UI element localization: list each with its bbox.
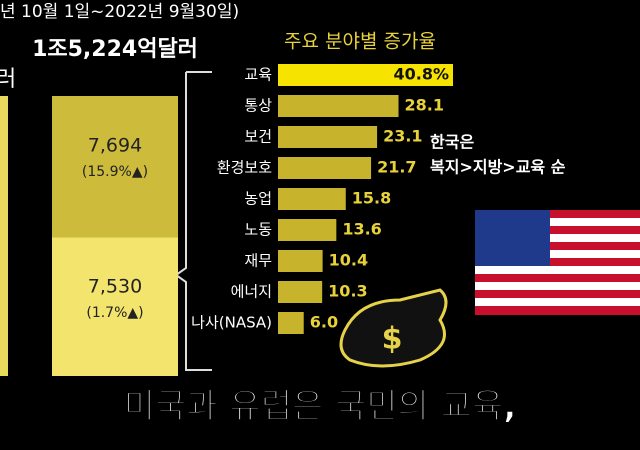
segment-value: 7,694 bbox=[88, 135, 142, 157]
category-label: 환경보호 bbox=[217, 159, 272, 177]
category-label: 농업 bbox=[244, 190, 272, 208]
period: 년 10월 1일~2022년 9월30일) bbox=[0, 2, 239, 22]
bar bbox=[278, 188, 346, 210]
category-label: 교육 bbox=[244, 66, 272, 84]
bar-chart-title: 주요 분야별 증가율 bbox=[284, 31, 436, 53]
segment-value: 7,530 bbox=[88, 275, 142, 297]
value-label: 15.8 bbox=[352, 189, 391, 208]
value-label: 28.1 bbox=[405, 96, 444, 115]
bar bbox=[278, 157, 372, 179]
bar bbox=[278, 281, 323, 303]
column-segment bbox=[52, 96, 178, 238]
bar bbox=[278, 126, 378, 148]
us-flag bbox=[475, 210, 640, 315]
value-label: 6.0 bbox=[310, 313, 338, 332]
bar bbox=[278, 95, 399, 117]
segment-change: (15.9%▲) bbox=[82, 164, 148, 180]
segment-change: (1.7%▲) bbox=[86, 305, 143, 321]
value-label: 10.3 bbox=[328, 282, 367, 301]
svg-text:$: $ bbox=[382, 322, 403, 357]
column-segment bbox=[52, 237, 178, 376]
value-label: 23.1 bbox=[383, 127, 422, 146]
bar bbox=[278, 250, 323, 272]
category-label: 보건 bbox=[244, 128, 272, 146]
annotation-line: 한국은 bbox=[430, 133, 474, 152]
bar bbox=[278, 312, 304, 334]
category-label: 통상 bbox=[244, 97, 272, 115]
caption: 미국과 유럽은 국민의 교육, bbox=[124, 387, 517, 427]
value-label: 21.7 bbox=[377, 158, 416, 177]
total-label: 1조5,224억달러 bbox=[32, 37, 198, 62]
category-label: 재무 bbox=[244, 252, 272, 270]
cut-label: 러 bbox=[0, 67, 16, 92]
bar bbox=[278, 64, 453, 86]
money-bag-icon: $ bbox=[339, 288, 448, 368]
value-label: 13.6 bbox=[342, 220, 381, 239]
annotation-line: 복지>지방>교육 순 bbox=[430, 158, 566, 177]
category-label: 나사(NASA) bbox=[191, 314, 272, 332]
partial-column bbox=[0, 96, 8, 376]
bar bbox=[278, 219, 337, 241]
value-label: 10.4 bbox=[329, 251, 368, 270]
category-label: 에너지 bbox=[231, 283, 272, 301]
value-label: 40.8% bbox=[393, 65, 449, 84]
category-label: 노동 bbox=[244, 221, 272, 239]
bracket bbox=[174, 71, 212, 371]
